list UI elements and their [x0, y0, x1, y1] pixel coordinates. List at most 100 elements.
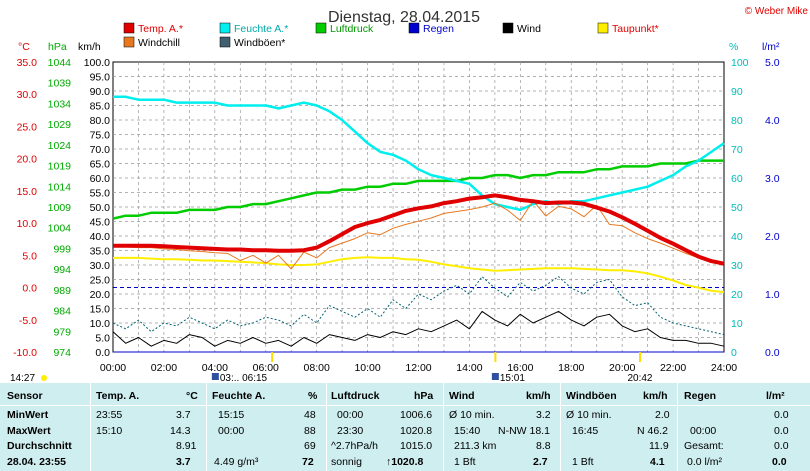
x-tick-label: 20:00: [609, 362, 635, 374]
series-line-temp-a: [113, 193, 725, 266]
cell-press-val: 1015.0: [400, 440, 433, 452]
table-col-divider: [677, 383, 678, 471]
wind-tick-label: 95.0: [90, 72, 111, 84]
legend-label: Wind: [517, 23, 541, 35]
sunrise-icon: [211, 373, 219, 380]
temp-tick-label: -10.0: [13, 347, 37, 359]
x-tick-label: 08:00: [304, 362, 330, 374]
cell-press-time: 23:30: [337, 425, 364, 437]
table-divider: [0, 405, 810, 406]
wind-tick-label: 90.0: [90, 86, 111, 98]
cell-rain-val: 0.0: [774, 440, 789, 452]
legend-swatch: [123, 36, 135, 48]
cell-rain-time: Gesamt:: [684, 440, 724, 452]
wind-tick-label: 25.0: [90, 275, 111, 287]
cell-wind-time: 15:40: [454, 425, 481, 437]
header-temp-unit: °C: [186, 390, 198, 402]
temp-tick-label: 10.0: [17, 218, 38, 230]
legend-label: Temp. A.*: [138, 23, 183, 35]
axis-unit-label: hPa: [48, 41, 67, 53]
cell-rain-time: 00:00: [690, 425, 717, 437]
wind-tick-label: 30.0: [90, 260, 111, 272]
pressure-tick-label: 1014: [48, 181, 72, 193]
humidity-tick-label: 90: [731, 86, 743, 98]
cell-temp-val: 3.7: [176, 456, 191, 468]
header-humidity: Feuchte A.: [212, 390, 266, 402]
header-pressure: Luftdruck: [331, 390, 380, 402]
pressure-tick-label: 1039: [48, 78, 72, 90]
wind-tick-label: 70.0: [90, 144, 111, 156]
current-time-label: 14:27: [10, 373, 35, 383]
header-pressure-unit: hPa: [414, 390, 434, 402]
x-axis-ticks: 00:00 02:00 04:00 06:00 08:00 10:00 12:00 14:00…: [100, 362, 737, 374]
wind-tick-label: 10.0: [90, 318, 111, 330]
cell-rain-val: 0.0: [772, 456, 787, 468]
pressure-tick-label: 1029: [48, 119, 72, 131]
pressure-tick-label: 974: [53, 347, 71, 359]
humidity-tick-label: 80: [731, 115, 743, 127]
cell-hum-val: 72: [302, 456, 314, 468]
wind-tick-label: 40.0: [90, 231, 111, 243]
cell-press-time: 00:00: [337, 409, 364, 421]
row-label: MinWert: [7, 409, 49, 421]
pressure-tick-label: 979: [53, 326, 71, 338]
humidity-tick-label: 60: [731, 173, 743, 185]
cell-press-time: sonnig: [331, 456, 362, 468]
temp-tick-label: 35.0: [17, 57, 38, 69]
wind-tick-label: 80.0: [90, 115, 111, 127]
x-tick-label: 14:00: [456, 362, 482, 374]
series-line-luftdruck: [112, 159, 724, 220]
series-line-windchill: [112, 200, 725, 270]
humidity-tick-label: 30: [731, 260, 743, 272]
cell-wind-dir: N-NW 18.1: [498, 425, 550, 437]
cell-wind-time: 211.3 km: [454, 440, 497, 452]
pressure-tick-label: 994: [53, 264, 71, 276]
cell-gust-val: 4.1: [650, 456, 665, 468]
cell-press-val: 1020.8: [400, 425, 433, 437]
chart-legend: Temp. A.* Feuchte A.* Luftdruck Regen Wind Ta…: [123, 22, 659, 49]
wind-tick-label: 65.0: [90, 159, 111, 171]
cell-wind-val: 3.2: [536, 409, 551, 421]
cell-gust-val: 2.0: [655, 409, 670, 421]
axis-unit-label: km/h: [78, 41, 101, 53]
copyright-text: © Weber Mike: [745, 6, 809, 17]
cell-wind-val: 2.7: [533, 456, 548, 468]
cell-wind-time: Ø 10 min.: [449, 409, 495, 421]
cell-gust-time: 1 Bft: [572, 456, 594, 468]
wind-tick-label: 55.0: [90, 188, 111, 200]
cell-rain-time: 0.0 l/m²: [687, 456, 723, 468]
wind-tick-label: 60.0: [90, 173, 111, 185]
legend-swatch: [408, 22, 420, 34]
x-tick-label: 22:00: [660, 362, 686, 374]
cell-hum-time: 15:15: [218, 409, 245, 421]
legend-swatch: [123, 22, 135, 34]
temp-tick-label: 5.0: [22, 250, 37, 262]
header-gust: Windböen: [566, 390, 617, 402]
sunrise-label: 03:.. 06:15: [220, 373, 268, 383]
wind-tick-label: 20.0: [90, 289, 111, 301]
stats-table: [0, 383, 810, 471]
row-label: 28.04. 23:55: [7, 456, 66, 468]
pressure-tick-label: 1009: [48, 202, 72, 214]
cell-rain-val: 0.0: [774, 409, 789, 421]
legend-label: Regen: [423, 23, 454, 35]
cell-temp-val: 8.91: [176, 440, 197, 452]
cell-temp-time: 15:10: [96, 425, 123, 437]
legend-swatch: [219, 36, 231, 48]
rain-tick-label: 3.0: [765, 173, 780, 185]
header-humidity-unit: %: [308, 390, 318, 402]
cell-hum-val: 88: [304, 425, 316, 437]
series-line-wind: [112, 310, 725, 347]
table-col-divider: [560, 383, 561, 471]
pressure-tick-label: 1034: [48, 98, 72, 110]
x-tick-label: 18:00: [558, 362, 584, 374]
rain-tick-label: 1.0: [765, 289, 780, 301]
wind-tick-label: 75.0: [90, 130, 111, 142]
x-tick-label: 00:00: [100, 362, 126, 374]
header-wind-unit: km/h: [526, 390, 551, 402]
temp-tick-label: -5.0: [19, 315, 37, 327]
rain-tick-label: 4.0: [765, 115, 780, 127]
humidity-tick-label: 10: [731, 318, 743, 330]
pressure-tick-label: 999: [53, 243, 71, 255]
table-col-divider: [326, 383, 327, 471]
